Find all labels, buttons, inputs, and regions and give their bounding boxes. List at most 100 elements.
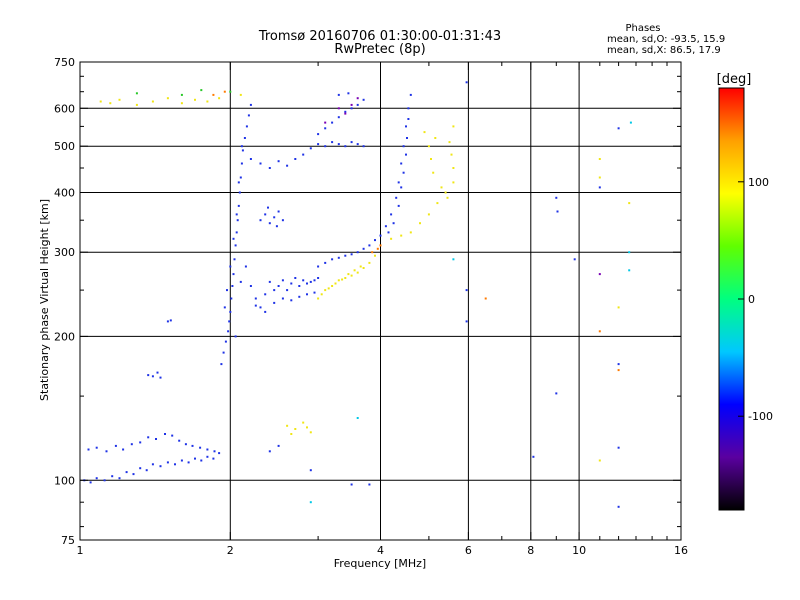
data-point: [227, 330, 230, 333]
data-point: [118, 98, 121, 101]
y-axis: 75 100 200 300 400 500 600 750: [54, 56, 681, 547]
data-point: [379, 244, 382, 247]
data-point: [344, 254, 347, 257]
data-point: [344, 110, 347, 113]
data-point: [191, 444, 194, 447]
data-point: [628, 251, 631, 254]
data-point: [350, 103, 353, 106]
data-point: [147, 436, 150, 439]
data-point: [324, 121, 327, 124]
data-point: [327, 287, 330, 290]
data-point: [390, 237, 393, 240]
data-point: [267, 206, 269, 209]
chart-title: Tromsø 20160706 01:30:00-01:31:43: [258, 29, 501, 44]
data-point: [432, 171, 435, 174]
data-point: [236, 219, 239, 222]
data-point: [628, 269, 631, 272]
data-point: [268, 222, 271, 225]
data-point: [232, 237, 235, 240]
chart-subtitle: RwPretec (8p): [334, 42, 425, 57]
data-point: [452, 125, 455, 128]
data-point: [151, 100, 154, 103]
data-point: [598, 459, 601, 462]
data-point: [187, 461, 190, 464]
data-point: [444, 191, 447, 194]
data-point: [405, 125, 407, 128]
data-point: [400, 186, 403, 189]
y-tick-label: 400: [54, 187, 75, 200]
data-point: [243, 137, 246, 139]
data-point: [290, 299, 293, 302]
data-point: [598, 158, 601, 160]
data-point: [598, 186, 601, 189]
data-point: [247, 114, 250, 117]
data-point: [294, 277, 297, 279]
data-point: [427, 145, 430, 148]
data-point: [298, 295, 301, 298]
data-point: [184, 443, 187, 446]
data-point: [368, 244, 371, 247]
data-point: [229, 90, 232, 93]
data-point: [400, 162, 403, 165]
data-point: [379, 234, 382, 237]
data-point: [465, 289, 468, 292]
data-point: [135, 92, 138, 95]
data-point: [353, 269, 356, 272]
y-tick-label: 200: [54, 330, 75, 343]
data-point: [556, 210, 559, 213]
data-point: [598, 273, 601, 276]
data-point: [235, 231, 238, 234]
x-tick-label: 8: [527, 544, 534, 557]
data-point: [264, 310, 267, 313]
x-tick-label: 6: [465, 544, 472, 557]
data-point: [130, 443, 133, 446]
data-point: [395, 196, 398, 199]
data-point: [233, 258, 236, 261]
data-point: [617, 369, 620, 372]
data-point: [155, 438, 157, 440]
data-point: [617, 127, 620, 130]
data-point: [617, 446, 620, 449]
data-point: [159, 376, 162, 379]
data-point: [434, 137, 437, 139]
data-point: [402, 171, 405, 174]
data-point: [237, 204, 240, 207]
data-point: [259, 219, 262, 222]
data-point: [290, 282, 293, 285]
x-axis: 1 2 4 6 8 10 16: [77, 62, 688, 557]
data-point: [407, 107, 410, 110]
data-point: [194, 457, 196, 460]
y-tick-label: 75: [61, 534, 75, 547]
data-point: [268, 280, 271, 283]
data-point: [306, 426, 308, 429]
data-point: [407, 118, 410, 120]
data-point: [273, 216, 276, 219]
data-point: [125, 471, 128, 474]
data-point: [226, 289, 228, 292]
data-point: [180, 93, 183, 96]
data-point: [598, 176, 601, 179]
data-point: [436, 202, 439, 205]
data-point: [268, 450, 271, 453]
stats-heading: Phases: [625, 23, 660, 34]
data-point: [224, 340, 227, 343]
data-point: [376, 247, 379, 250]
data-point: [324, 261, 327, 264]
data-point: [362, 247, 365, 250]
data-point: [231, 285, 234, 287]
data-point: [331, 285, 334, 287]
data-point: [309, 431, 312, 434]
data-point: [337, 93, 340, 96]
stats-o-mode: mean, sd,O: -93.5, 15.9: [607, 34, 725, 45]
data-point: [294, 428, 297, 430]
data-point: [350, 107, 353, 110]
data-point: [423, 131, 426, 134]
data-point: [392, 222, 395, 225]
data-point: [281, 219, 284, 222]
data-point: [317, 143, 320, 146]
data-point: [629, 121, 632, 124]
data-point: [400, 234, 403, 237]
data-point: [180, 102, 183, 105]
x-tick-label: 1: [77, 544, 84, 557]
data-point: [212, 93, 215, 96]
